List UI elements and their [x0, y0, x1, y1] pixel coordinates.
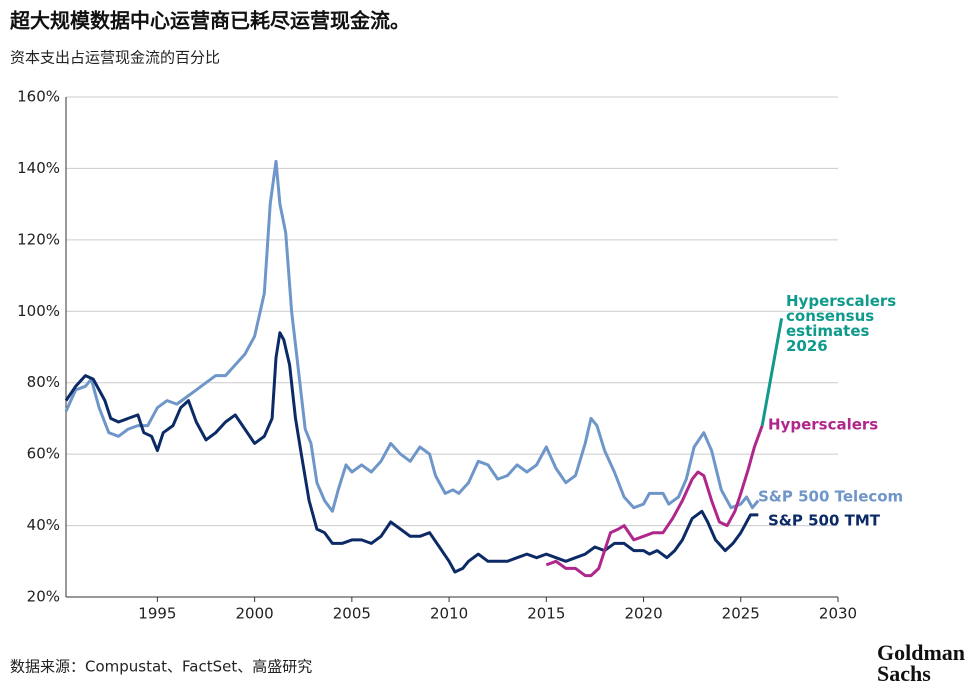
- x-tick-label: 2010: [430, 605, 468, 623]
- series-label: S&P 500 Telecom: [758, 488, 903, 506]
- x-tick-label: 2015: [527, 605, 565, 623]
- series-line: [545, 425, 764, 578]
- x-tick-label: 2005: [333, 605, 371, 623]
- x-tick-label: 1995: [138, 605, 176, 623]
- x-tick-label: 2000: [236, 605, 274, 623]
- y-tick-label: 120%: [17, 230, 60, 248]
- y-tick-label: 60%: [27, 445, 60, 463]
- y-tick-label: 80%: [27, 373, 60, 391]
- y-tick-label: 40%: [27, 516, 60, 534]
- x-tick-label: 2030: [819, 605, 857, 623]
- chart-subtitle: 资本支出占运营现金流的百分比: [10, 49, 220, 67]
- series-label: S&P 500 TMT: [768, 512, 881, 530]
- series-line: [64, 159, 760, 513]
- source-note: 数据来源：Compustat、FactSet、高盛研究: [10, 658, 312, 676]
- y-tick-label: 100%: [17, 302, 60, 320]
- chart-title: 超大规模数据中心运营商已耗尽运营现金流。: [9, 9, 410, 33]
- series-line: [760, 318, 784, 426]
- y-tick-label: 160%: [17, 88, 60, 106]
- x-tick-label: 2020: [624, 605, 662, 623]
- logo: Goldman: [877, 640, 965, 665]
- x-tick-label: 2025: [722, 605, 760, 623]
- series-line: [64, 331, 759, 574]
- y-tick-label: 20%: [27, 588, 60, 606]
- series-label: Hyperscalers: [768, 416, 878, 434]
- series-label: Hyperscalers consensus estimates 2026: [786, 294, 897, 354]
- series-label-box: Hyperscalers consensus estimates 2026: [786, 294, 897, 354]
- y-tick-label: 140%: [17, 159, 60, 177]
- logo: Sachs: [877, 661, 931, 686]
